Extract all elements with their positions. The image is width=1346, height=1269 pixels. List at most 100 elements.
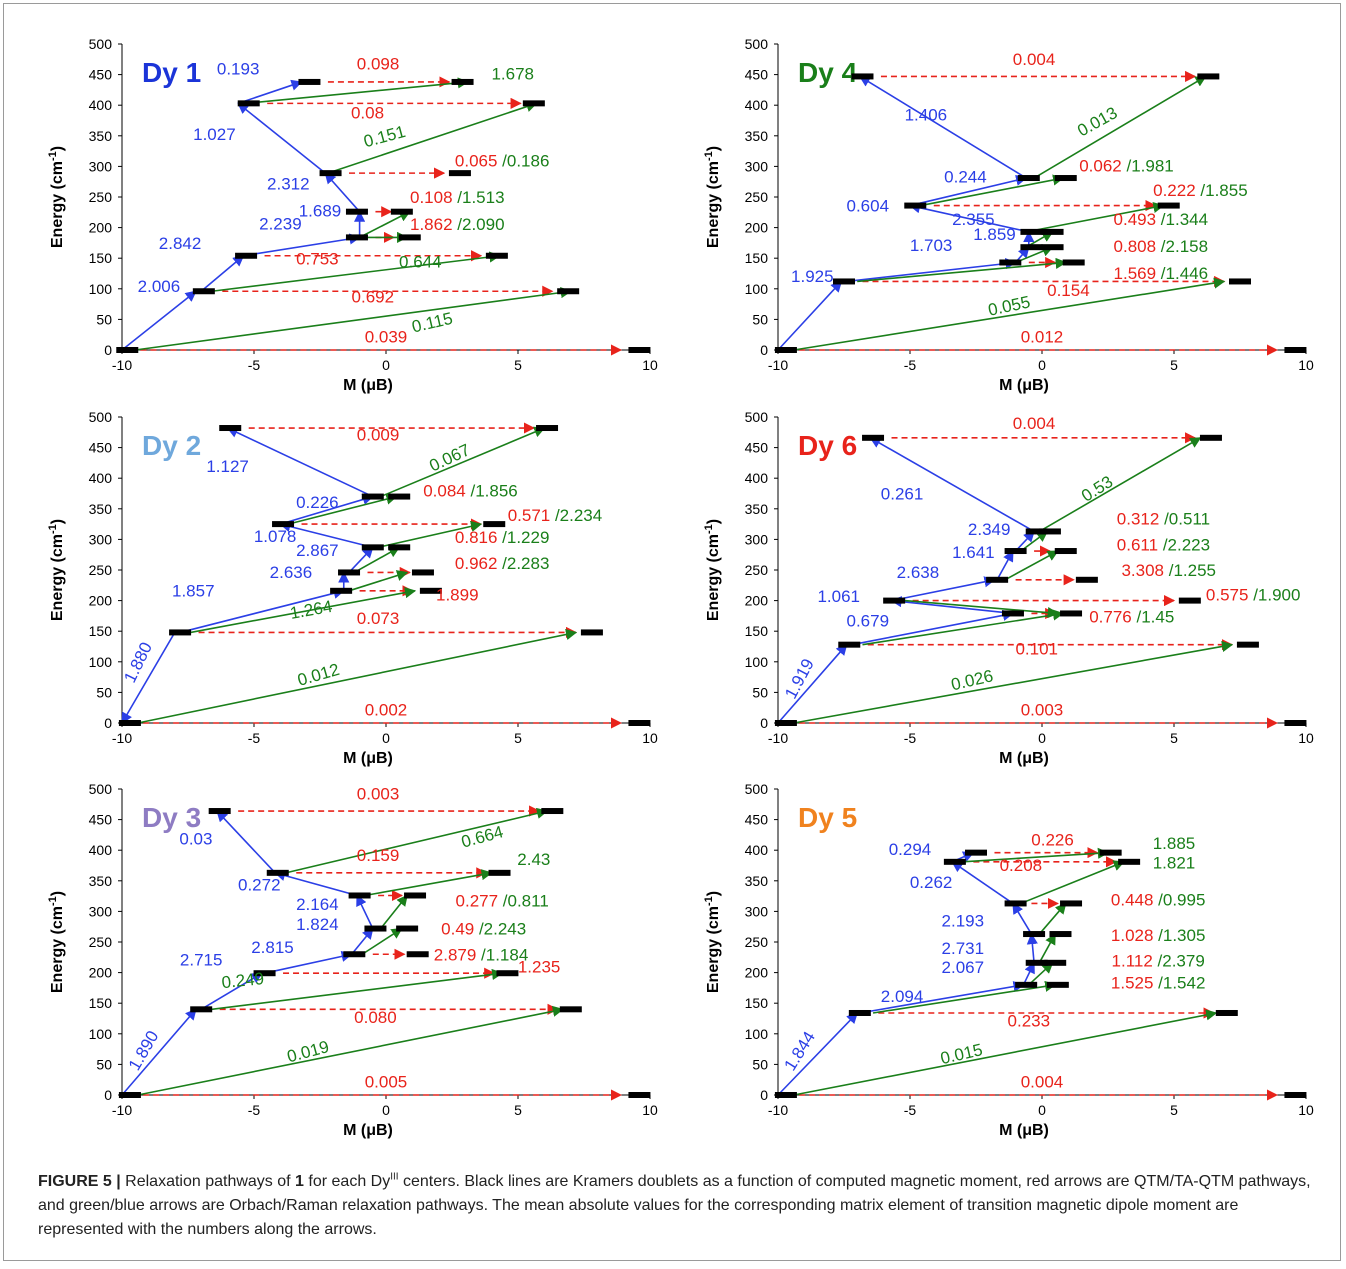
kramers-doublet-level	[536, 425, 559, 432]
x-tick-label: 5	[514, 357, 522, 373]
raman-arrow	[909, 174, 1028, 207]
y-tick-label: 250	[89, 934, 113, 950]
qtm-value-label: 0.039	[365, 328, 408, 347]
kramers-doublet-level	[298, 78, 321, 85]
qtm-orbach-value-label: 0.312 /0.511	[1117, 510, 1210, 529]
y-tick-label: 0	[104, 715, 112, 731]
kramers-doublet-level	[838, 641, 861, 648]
raman-arrow	[869, 437, 1035, 533]
caption-compound-number: 1	[295, 1173, 304, 1190]
x-tick-label: -5	[904, 1102, 917, 1118]
y-tick-label: 250	[745, 562, 769, 578]
qtm-value-label: 1.899	[436, 586, 479, 605]
kramers-doublet-level	[1017, 175, 1040, 182]
raman-arrow	[908, 202, 1029, 233]
kramers-doublet-level	[483, 521, 506, 528]
raman-value-label: 1.844	[780, 1028, 819, 1074]
y-tick-label: 100	[745, 281, 769, 297]
kramers-doublet-level	[1118, 858, 1141, 865]
kramers-doublet-level	[1075, 576, 1098, 583]
raman-arrow	[264, 950, 353, 974]
kramers-doublet-level	[1001, 610, 1024, 617]
raman-value-label: 0.262	[910, 873, 953, 892]
raman-arrow	[356, 894, 374, 929]
orbach-arrow	[872, 980, 1057, 1014]
kramers-doublet-level	[1049, 931, 1072, 938]
raman-value-label: 2.094	[881, 987, 924, 1006]
kramers-doublet-level	[628, 347, 651, 353]
panel-dy4: 0 50 100 150 200 250 300 350 400 450 500 -10 -5 0 5 10 M…	[703, 36, 1314, 394]
kramers-doublet-level	[361, 544, 384, 551]
raman-arrow	[179, 587, 345, 634]
kramers-doublet-level	[965, 849, 987, 856]
kramers-doublet-level	[628, 720, 651, 726]
y-tick-label: 300	[745, 531, 769, 547]
y-tick-label: 400	[89, 97, 113, 113]
kramers-doublet-level	[1046, 981, 1069, 988]
orbach-arrow	[285, 807, 549, 874]
x-tick-label: -10	[112, 730, 132, 746]
qtm-value-label: 0.004	[1013, 50, 1056, 69]
kramers-doublet-level	[338, 569, 361, 576]
orbach-arrow	[211, 968, 504, 1011]
kramers-doublet-level	[904, 202, 927, 209]
orbach-arrow	[246, 77, 469, 105]
raman-arrow	[274, 870, 358, 897]
kramers-doublet-level	[1197, 73, 1220, 80]
orbach-arrow	[920, 174, 1065, 207]
y-tick-label: 400	[89, 842, 113, 858]
kramers-doublet-level	[559, 1006, 582, 1013]
orbach-arrow	[1004, 550, 1059, 581]
kramers-doublet-level	[361, 493, 384, 500]
orbach-arrow	[857, 257, 1067, 283]
y-axis-label: Energy (cm-1)	[47, 146, 66, 248]
kramers-doublet-level	[343, 951, 366, 958]
y-tick-label: 300	[89, 903, 113, 919]
kramers-doublet-level	[1041, 228, 1064, 235]
qtm-orbach-value-label: 2.879 /1.184	[434, 945, 529, 964]
y-tick-label: 150	[89, 623, 113, 639]
raman-value-label: 2.815	[251, 938, 294, 957]
caption-text-1: Relaxation pathways of	[120, 1173, 296, 1190]
raman-value-label: 1.127	[206, 457, 249, 476]
caption-label: FIGURE 5 |	[38, 1173, 121, 1190]
panel-title: Dy 2	[142, 430, 201, 461]
y-axis-label: Energy (cm-1)	[47, 519, 66, 621]
kramers-doublet-level	[833, 278, 855, 285]
qtm-orbach-value-label: 0.065 /0.186	[455, 151, 550, 170]
orbach-arrow	[1038, 933, 1056, 964]
panel-dy2: 0 50 100 150 200 250 300 350 400 450 500 -10 -5 0 5 10 M…	[47, 409, 658, 767]
raman-value-label: 2.349	[968, 520, 1011, 539]
y-tick-label: 450	[745, 440, 769, 456]
raman-arrow	[226, 427, 374, 498]
raman-value-label: 0.272	[238, 876, 281, 895]
kramers-doublet-level	[208, 808, 231, 815]
qtm-orbach-value-label: 0.108 /1.513	[410, 188, 505, 207]
orbach-arrow	[190, 587, 417, 634]
kramers-doublet-level	[628, 1092, 651, 1098]
raman-value-label: 2.006	[138, 277, 181, 296]
kramers-doublet-level	[398, 234, 421, 241]
qtm-orbach-value-label: 0.962 /2.283	[455, 554, 550, 573]
qtm-orbach-value-label: 3.308 /1.255	[1121, 561, 1216, 580]
y-tick-label: 150	[745, 250, 769, 266]
y-tick-label: 150	[745, 995, 769, 1011]
y-tick-label: 50	[752, 311, 768, 327]
orbach-value-label: 0.664	[459, 822, 505, 851]
kramers-doublet-level	[118, 1092, 141, 1098]
raman-value-label: 0.244	[944, 167, 987, 186]
orbach-value-label: 1.821	[1153, 854, 1196, 873]
kramers-doublet-level	[1020, 244, 1043, 251]
qtm-value-label: 0.692	[352, 287, 395, 306]
kramers-doublet-level	[943, 858, 966, 865]
kramers-doublet-level	[219, 425, 242, 432]
qtm-value-label: 0.080	[354, 1008, 397, 1027]
x-tick-label: 10	[1298, 1102, 1314, 1118]
kramers-doublet-level	[1199, 434, 1222, 441]
kramers-doublet-level	[411, 569, 434, 576]
orbach-value-label: 0.644	[399, 252, 442, 271]
y-tick-label: 0	[760, 715, 768, 731]
kramers-doublet-level	[404, 892, 427, 899]
kramers-doublet-level	[451, 78, 474, 85]
panel-title: Dy 3	[142, 802, 201, 833]
